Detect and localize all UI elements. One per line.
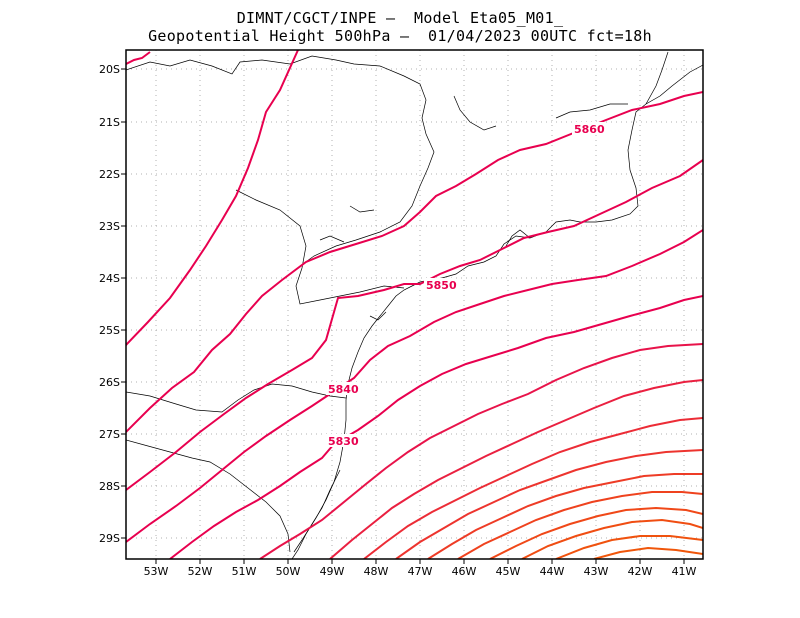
lon-tick-label: 44W	[540, 565, 565, 578]
lon-tick-label: 53W	[144, 565, 169, 578]
contour-5760	[489, 506, 703, 559]
contour-5750	[521, 518, 703, 559]
lon-tick-label: 41W	[672, 565, 697, 578]
lat-tick-label: 22S	[99, 168, 120, 181]
lat-tick-label: 25S	[99, 324, 120, 337]
contour-5830	[169, 295, 703, 559]
lat-tick-label: 27S	[99, 428, 120, 441]
contour-5800	[363, 417, 703, 559]
contour-5860	[126, 91, 703, 433]
contour-5780	[427, 473, 703, 559]
map-frame	[125, 49, 704, 560]
axis-ticks	[121, 68, 685, 564]
lon-tick-label: 43W	[584, 565, 609, 578]
lat-tick-label: 28S	[99, 480, 120, 493]
contour-5870	[126, 50, 299, 346]
lon-axis-labels: 53W 52W 51W 50W 49W 48W 47W 46W 45W 44W …	[144, 565, 697, 578]
coastline-and-borders	[126, 51, 703, 559]
map-title-line-2: Geopotential Height 500hPa – 01/04/2023 …	[148, 27, 652, 45]
contour-label-group: 5860 5850 5840 5830	[326, 122, 605, 448]
contour-label-5850: 5850	[426, 279, 457, 292]
lat-tick-label: 23S	[99, 220, 120, 233]
lon-tick-label: 48W	[364, 565, 389, 578]
contour-5770	[457, 491, 703, 559]
lat-tick-label: 26S	[99, 376, 120, 389]
map-title-line-1: DIMNT/CGCT/INPE – Model Eta05_M01_	[236, 9, 564, 27]
lon-tick-label: 47W	[408, 565, 433, 578]
contour-label-5860: 5860	[574, 123, 605, 136]
geopotential-contours	[126, 50, 703, 559]
contour-label-5830: 5830	[328, 435, 359, 448]
contour-5790	[395, 449, 703, 559]
lat-lon-grid	[126, 50, 703, 559]
lat-tick-label: 29S	[99, 532, 120, 545]
lon-tick-label: 51W	[232, 565, 257, 578]
contour-5740	[555, 535, 703, 559]
contour-5820	[259, 343, 703, 559]
lon-tick-label: 49W	[320, 565, 345, 578]
lon-tick-label: 50W	[276, 565, 301, 578]
lon-tick-label: 46W	[452, 565, 477, 578]
contour-5730	[593, 546, 703, 559]
lon-tick-label: 52W	[188, 565, 213, 578]
contour-5850	[126, 159, 703, 491]
contour-5880	[126, 51, 151, 65]
lon-tick-label: 45W	[496, 565, 521, 578]
lat-tick-label: 24S	[99, 272, 120, 285]
contour-label-5840: 5840	[328, 383, 359, 396]
lat-tick-label: 20S	[99, 63, 120, 76]
contour-5840	[126, 229, 703, 543]
lat-axis-labels: 20S 21S 22S 23S 24S 25S 26S 27S 28S 29S	[99, 63, 120, 545]
lon-tick-label: 42W	[628, 565, 653, 578]
contour-5810	[329, 379, 703, 559]
lat-tick-label: 21S	[99, 116, 120, 129]
